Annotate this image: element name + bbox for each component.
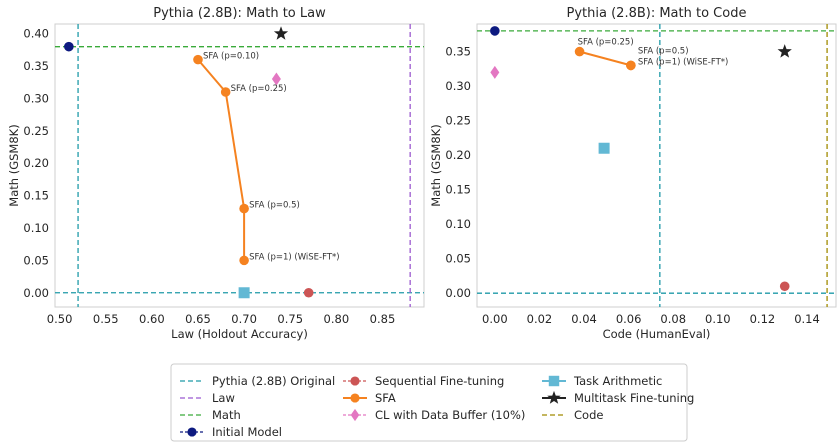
x-tick-label: 0.65 bbox=[185, 312, 211, 326]
y-tick-label: 0.15 bbox=[23, 189, 49, 203]
legend-label: Task Arithmetic bbox=[573, 374, 662, 388]
sfa-annotation: SFA (p=1) (WiSE-FT*) bbox=[249, 252, 340, 262]
y-tick-label: 0.20 bbox=[445, 148, 471, 162]
chart-title: Pythia (2.8B): Math to Code bbox=[567, 6, 747, 21]
x-axis-label: Code (HumanEval) bbox=[603, 327, 711, 341]
sequential-finetuning-point bbox=[779, 281, 790, 292]
y-tick-label: 0.35 bbox=[445, 45, 471, 59]
sfa-annotation: SFA (p=0.25) bbox=[231, 84, 287, 94]
x-tick-label: 0.02 bbox=[527, 312, 553, 326]
legend-label: Pythia (2.8B) Original bbox=[212, 374, 335, 388]
legend-label: SFA bbox=[375, 391, 396, 405]
x-tick-label: 0.08 bbox=[660, 312, 686, 326]
sfa-annotation: SFA (p=0.5) bbox=[638, 46, 689, 56]
sfa-annotation: SFA (p=1) (WiSE-FT*) bbox=[638, 57, 729, 67]
legend-marker-swatch bbox=[350, 408, 360, 422]
initial-model-point bbox=[490, 26, 500, 36]
x-tick-label: 0.75 bbox=[277, 312, 303, 326]
y-tick-label: 0.10 bbox=[445, 217, 471, 231]
y-tick-label: 0.30 bbox=[23, 91, 49, 105]
sfa-annotation: SFA (p=0.10) bbox=[203, 52, 259, 62]
y-tick-label: 0.30 bbox=[445, 79, 471, 93]
chart-title: Pythia (2.8B): Math to Law bbox=[153, 6, 326, 21]
y-tick-label: 0.35 bbox=[23, 59, 49, 73]
initial-model-point bbox=[64, 41, 74, 52]
y-axis-label: Math (GSM8K) bbox=[7, 124, 21, 206]
cl-data-buffer-point bbox=[490, 65, 500, 79]
multitask-finetuning-point bbox=[273, 26, 289, 40]
sfa-point bbox=[239, 255, 249, 266]
x-axis-label: Law (Holdout Accuracy) bbox=[171, 327, 308, 341]
sfa-annotation: SFA (p=0.25) bbox=[578, 38, 634, 48]
x-tick-label: 0.70 bbox=[231, 312, 257, 326]
x-tick-label: 0.10 bbox=[705, 312, 731, 326]
legend-marker-swatch bbox=[350, 393, 360, 403]
legend-label: Sequential Fine-tuning bbox=[375, 374, 504, 388]
x-tick-label: 0.12 bbox=[750, 312, 776, 326]
legend-label: Code bbox=[574, 408, 603, 422]
multitask-finetuning-point bbox=[777, 44, 792, 58]
y-tick-label: 0.20 bbox=[23, 156, 49, 170]
legend-label: Math bbox=[212, 408, 241, 422]
x-tick-label: 0.60 bbox=[139, 312, 165, 326]
y-tick-label: 0.00 bbox=[445, 286, 471, 300]
y-tick-label: 0.40 bbox=[23, 27, 49, 41]
x-tick-label: 0.06 bbox=[616, 312, 642, 326]
sfa-point bbox=[626, 60, 636, 71]
x-tick-label: 0.55 bbox=[93, 312, 119, 326]
x-tick-label: 0.50 bbox=[47, 312, 73, 326]
sfa-point bbox=[239, 203, 249, 214]
legend-label: Law bbox=[212, 391, 235, 405]
sfa-series-line bbox=[579, 50, 632, 67]
legend-marker-swatch bbox=[187, 427, 197, 437]
y-tick-label: 0.05 bbox=[23, 253, 49, 267]
x-tick-label: 0.14 bbox=[794, 312, 820, 326]
sfa-point bbox=[193, 54, 203, 65]
y-tick-label: 0.25 bbox=[23, 124, 49, 138]
x-tick-label: 0.85 bbox=[370, 312, 396, 326]
legend-marker-swatch bbox=[548, 375, 560, 387]
x-tick-label: 0.00 bbox=[482, 312, 508, 326]
x-tick-label: 0.04 bbox=[571, 312, 597, 326]
y-axis-label: Math (GSM8K) bbox=[429, 124, 443, 206]
legend-marker-swatch bbox=[547, 390, 561, 404]
legend-label: CL with Data Buffer (10%) bbox=[375, 408, 525, 422]
legend-marker-swatch bbox=[350, 376, 360, 386]
x-tick-label: 0.80 bbox=[324, 312, 350, 326]
sfa-series-line bbox=[197, 58, 246, 261]
cl-data-buffer-point bbox=[271, 72, 281, 86]
sfa-point bbox=[220, 87, 231, 97]
y-tick-label: 0.00 bbox=[23, 286, 49, 300]
sfa-annotation: SFA (p=0.5) bbox=[249, 201, 300, 211]
plot-frame bbox=[476, 23, 837, 308]
y-tick-label: 0.05 bbox=[445, 252, 471, 266]
y-tick-label: 0.10 bbox=[23, 221, 49, 235]
task-arithmetic-point bbox=[238, 287, 250, 299]
y-tick-label: 0.25 bbox=[445, 114, 471, 128]
sequential-finetuning-point bbox=[303, 287, 314, 298]
plot-frame bbox=[54, 23, 425, 308]
sfa-point bbox=[574, 46, 585, 57]
y-tick-label: 0.15 bbox=[445, 183, 471, 197]
legend-label: Initial Model bbox=[212, 425, 282, 439]
legend-label: Multitask Fine-tuning bbox=[574, 391, 694, 405]
task-arithmetic-point bbox=[598, 142, 610, 154]
